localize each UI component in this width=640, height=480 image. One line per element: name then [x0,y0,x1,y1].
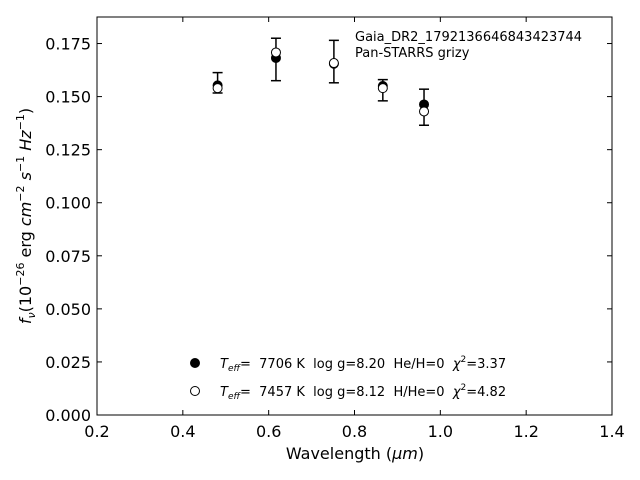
legend-entry-open: Teff= 7457 K log g=8.12 H/He=0 χ2=4.82 [190,383,506,402]
x-tick-label: 1.0 [428,422,453,441]
legend: Teff= 7706 K log g=8.20 He/H=0 χ2=3.37 T… [190,355,506,402]
x-tick-label: 0.8 [342,422,367,441]
x-axis-ticks: 0.2 0.4 0.6 0.8 1.0 1.2 1.4 [84,17,625,441]
legend-text-open: Teff= 7457 K log g=8.12 H/He=0 χ2=4.82 [220,383,506,402]
object-annotation: Gaia_DR2_1792136646843423744 Pan-STARRS g… [355,30,582,61]
data-point-open [377,83,388,94]
y-tick-label: 0.150 [45,88,91,107]
data-point-open [270,47,281,58]
survey-name: Pan-STARRS grizy [355,46,470,61]
x-tick-label: 1.2 [513,422,538,441]
y-tick-label: 0.000 [45,406,91,425]
x-tick-label: 0.2 [84,422,109,441]
y-tick-label: 0.100 [45,194,91,213]
data-point-open [419,106,430,117]
x-axis-label: Wavelength (μm) [286,444,424,463]
y-tick-label: 0.075 [45,247,91,266]
plot-area [96,16,613,416]
x-tick-label: 1.4 [599,422,624,441]
y-axis-label: fν(10−26 erg cm−2 s−1 Hz−1) [14,108,38,324]
y-tick-label: 0.175 [45,35,91,54]
legend-entry-filled: Teff= 7706 K log g=8.20 He/H=0 χ2=3.37 [190,355,506,374]
y-axis-ticks: 0.000 0.025 0.050 0.075 0.100 0.125 0.150 0.175 [45,35,612,425]
y-tick-label: 0.050 [45,300,91,319]
x-tick-label: 0.6 [256,422,281,441]
y-tick-label: 0.125 [45,141,91,160]
y-tick-label: 0.025 [45,353,91,372]
legend-marker-open [190,386,200,396]
legend-text-filled: Teff= 7706 K log g=8.20 He/H=0 χ2=3.37 [220,355,506,374]
data-point-open [212,83,223,94]
object-name: Gaia_DR2_1792136646843423744 [355,30,582,45]
model-points [212,47,430,117]
data-point-open [328,58,339,69]
legend-marker-filled [190,358,200,368]
x-tick-label: 0.4 [170,422,195,441]
